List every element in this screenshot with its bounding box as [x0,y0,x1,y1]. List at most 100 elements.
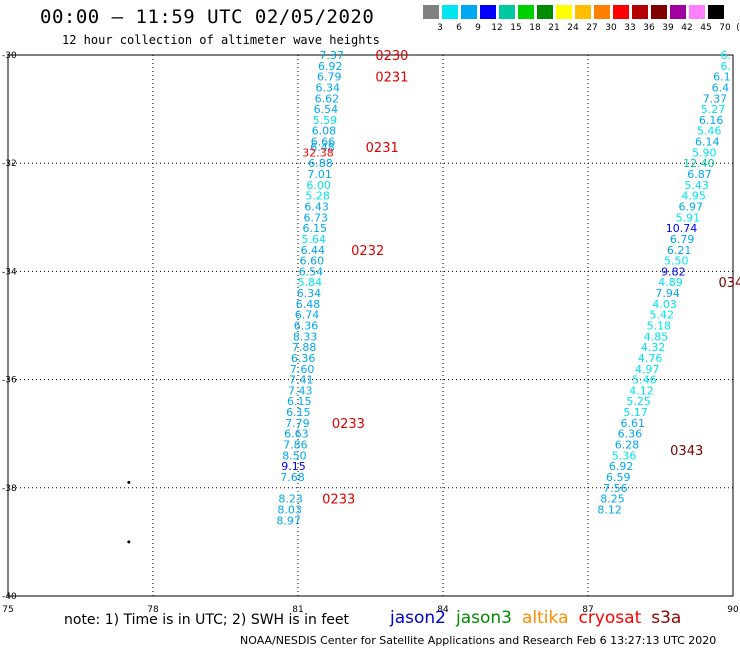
x-tick-label: 90 [727,605,739,615]
y-tick-label: -30 [2,51,17,61]
wave-height-label: 7.43 [288,384,313,397]
wave-height-label: 6.59 [606,471,631,484]
color-scale-label: 39 [662,23,674,33]
time-label: 0230 [375,49,408,64]
wave-height-label: 5.36 [612,449,637,462]
wave-height-label: 6.44 [301,244,326,257]
color-scale-label: 42 [681,23,693,33]
color-scale-swatch [423,5,439,19]
color-scale-swatch [708,5,724,19]
wave-height-label: 6.63 [284,428,309,441]
wave-height-label: 6.62 [315,92,340,105]
y-tick-label: -32 [2,159,17,169]
color-scale-label: 33 [624,23,636,33]
legend-entry: jason2 [390,608,446,628]
wave-height-label: 4.12 [629,384,654,397]
wave-height-label: 5.46 [697,125,722,138]
legend-entry: jason3 [456,608,512,628]
y-tick-label: -36 [2,376,17,386]
color-scale-swatch [556,5,572,19]
plot-frame [7,54,734,597]
x-tick-label: 75 [2,605,13,615]
wave-height-label: 6.14 [695,136,720,149]
color-scale-swatch [461,5,477,19]
time-label: 0233 [332,417,365,432]
chart-title: 00:00 – 11:59 UTC 02/05/2020 [40,6,375,28]
wave-height-label: 8.25 [600,493,625,506]
wave-height-label: 8.23 [278,493,303,506]
wave-height-label: 4.95 [681,190,706,203]
chart-subtitle: 12 hour collection of altimeter wave hei… [62,33,380,47]
wave-height-label: 5.27 [701,103,726,116]
wave-height-label: 5.59 [313,114,338,127]
wave-height-label: 7.01 [307,168,332,181]
wave-height-label: 7.88 [292,341,317,354]
satellite-legend: jason2 jason3 altika cryosat s3a [390,608,691,628]
wave-height-label: 7.86 [283,439,308,452]
wave-height-label: 6. [721,60,732,73]
color-scale-swatch [670,5,686,19]
wave-height-label: 10.74 [666,222,698,235]
wave-height-label: 4.03 [652,298,677,311]
wave-height-label: 6.79 [670,233,695,246]
wave-height-label: 8.03 [277,503,302,516]
color-scale-swatch [689,5,705,19]
color-scale-label: 70 [719,23,731,33]
x-tick-label: 84 [437,605,449,615]
color-scale-label: 30 [605,23,617,33]
color-scale-swatch [575,5,591,19]
color-scale-swatch [613,5,629,19]
wave-height-label: 7.60 [290,363,315,376]
wave-height-label: 6.16 [699,114,724,127]
wave-height-label: 8.33 [293,330,318,343]
wave-height-label: 4.97 [635,363,660,376]
color-scale-label: 18 [529,23,541,33]
wave-height-label: 7.79 [285,417,310,430]
wave-height-label: 6.00 [306,179,331,192]
color-scale-label: 21 [548,23,560,33]
y-tick-label: -40 [2,592,17,602]
wave-height-label: 5.17 [623,406,648,419]
color-scale-swatch [442,5,458,19]
wave-height-label: 6.92 [318,60,343,73]
x-tick-label: 81 [292,605,303,615]
wave-height-label: 6.36 [291,352,316,365]
time-label: 0343 [670,444,703,459]
wave-height-label: 6.74 [295,309,320,322]
color-scale-label: 9 [475,23,481,33]
wave-height-label: 6.61 [621,417,646,430]
wave-height-label: 6.36 [294,320,319,333]
wave-height-label: 7.94 [655,287,680,300]
legend-entry: s3a [651,608,682,628]
color-scale-swatch [499,5,515,19]
color-scale-label: 45 [700,23,712,33]
wave-height-label: 4.85 [644,330,669,343]
wave-height-label: 6.87 [687,168,712,181]
time-label: 0233 [322,493,355,508]
color-scale-label: 6 [456,23,462,33]
color-scale-unit: (ft) [736,23,740,33]
credit-line: NOAA/NESDIS Center for Satellite Applica… [240,634,717,647]
wave-height-label: 9.15 [281,460,306,473]
color-scale-label: 24 [567,23,579,33]
wave-height-label: 7.37 [319,49,344,62]
wave-height-label: 6.1 [713,71,731,84]
color-scale-swatch [632,5,648,19]
wave-height-label: 7.41 [289,374,314,387]
wave-height-label: 5.46 [632,374,657,387]
wave-height-label: 6.88 [308,157,333,170]
wave-height-label: 6.21 [667,244,692,257]
color-scale-label: 15 [510,23,522,33]
wave-height-label: 7.68 [280,471,305,484]
color-scale-swatch [537,5,553,19]
wave-height-label: 6.48 [310,141,335,154]
wave-height-label: 6.54 [314,103,339,116]
time-label: 0231 [366,141,399,156]
data-point [127,540,131,544]
color-scale-swatch [480,5,496,19]
wave-height-label: 4.89 [658,276,683,289]
color-scale-swatch [518,5,534,19]
time-label: 0232 [351,244,384,259]
wave-height-label: 5.25 [626,395,651,408]
